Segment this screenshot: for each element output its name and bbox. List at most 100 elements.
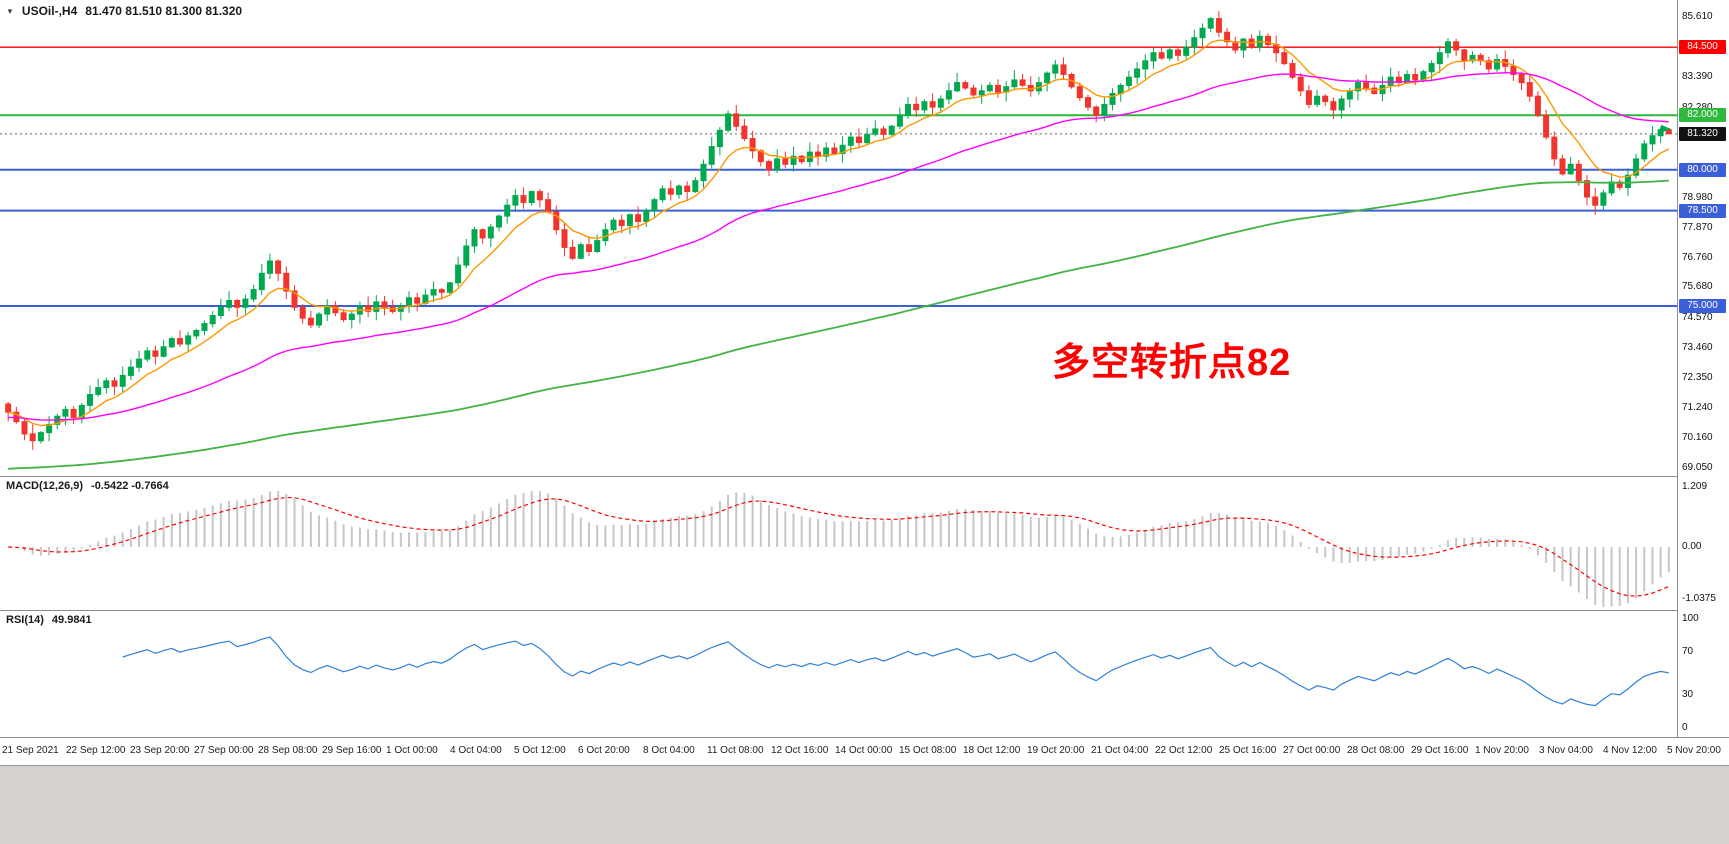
time-axis-label: 22 Oct 12:00 [1155,745,1213,756]
time-axis-label: 4 Nov 12:00 [1603,745,1657,756]
candle-body [250,289,257,300]
rsi-value: 49.9841 [51,614,92,626]
time-axis-label: 6 Oct 20:00 [578,745,630,756]
candle-body [733,113,740,127]
candle-body [193,330,200,337]
rsi-label: RSI(14) [6,614,44,626]
candle-body [741,125,748,139]
price-axis-tick: 71.240 [1682,402,1713,413]
candle-body [913,103,920,111]
time-axis-label: 14 Oct 00:00 [835,745,893,756]
candle-body [307,317,314,326]
candle-body [1559,158,1566,175]
candle-body [1624,174,1631,188]
time-axis-label: 28 Sep 08:00 [258,745,318,756]
candle-body [774,158,781,171]
price-axis[interactable]: 85.610 83.390 82.280 78.980 77.870 76.760 75.6… [1678,0,1729,737]
candle-body [5,403,12,413]
candle-body [119,374,126,387]
macd-label: MACD(12,26,9) [6,480,84,492]
ma-slow-line [8,179,1669,470]
candle-body [659,188,666,201]
price-axis-divider [1677,0,1678,737]
time-axis-label: 28 Oct 08:00 [1347,745,1405,756]
candle-body [504,204,511,217]
candle-body [684,185,691,193]
candle-body [365,305,372,312]
candle-body [553,211,560,231]
time-axis[interactable]: 21 Sep 2021 22 Sep 12:00 23 Sep 20:00 27 Se… [0,738,1729,764]
price-axis-tick: 75.680 [1682,281,1713,292]
time-axis-label: 5 Nov 20:00 [1667,745,1721,756]
price-badge: 84.500 [1679,40,1726,54]
candle-body [888,125,895,135]
candle-body [970,87,977,96]
panel-divider[interactable] [0,610,1729,611]
candle-body [275,260,282,274]
candle-body [1395,76,1402,84]
price-axis-tick: 69.050 [1682,462,1713,473]
candle-body [406,297,412,307]
candle-body [1526,82,1533,97]
macd-axis-tick: 0.00 [1682,541,1702,552]
candle-body [921,101,928,111]
candle-body [1436,52,1443,65]
candle-body [1363,82,1370,89]
candle-body [1412,74,1419,81]
candle-body [856,136,862,144]
candle-body [1453,41,1460,51]
candle-body [839,144,846,155]
candle-body [1183,46,1190,56]
candle-body [1543,114,1550,138]
annotation-text: 多空转折点82 [1052,342,1292,384]
ohlc-values: 81.470 81.510 81.300 81.320 [85,4,243,18]
candle-body [823,147,830,157]
candle-body [1534,95,1541,116]
candle-body [1445,41,1451,54]
time-axis-label: 27 Oct 00:00 [1283,745,1341,756]
candle-body [1494,59,1500,70]
time-axis-label: 12 Oct 16:00 [771,745,829,756]
candle-body [1461,49,1468,62]
price-axis-tick: 77.870 [1682,222,1713,233]
candle-body [594,240,601,253]
candle-body [479,229,486,239]
candle-body [1584,180,1590,198]
rsi-axis-tick: 70 [1682,646,1694,657]
candle-body [1150,52,1157,62]
chart-header: ▼ USOil-,H4 81.470 81.510 81.300 81.320 [6,4,242,18]
candle-body [144,350,151,360]
candle-body [676,185,682,195]
candle-body [766,161,772,171]
price-badge: 78.500 [1679,204,1726,218]
candle-body [1657,129,1664,137]
price-badge: 75.000 [1679,299,1726,313]
symbol-period-label: USOil-,H4 [21,4,78,18]
candle-body [496,215,502,228]
time-axis-label: 19 Oct 20:00 [1027,745,1085,756]
price-axis-tick: 73.460 [1682,342,1713,353]
candle-body [177,338,183,345]
rsi-axis-tick: 100 [1682,613,1699,624]
candle-body [455,264,462,284]
panel-divider[interactable] [0,476,1729,477]
candle-body [512,195,519,206]
candle-body [1191,37,1198,48]
candle-body [1567,163,1574,175]
candle-body [1608,181,1615,194]
candle-body [577,244,584,259]
candle-body [46,423,53,434]
candle-body [1469,54,1476,62]
price-axis-tick: 83.390 [1682,71,1713,82]
symbol-dropdown-icon[interactable]: ▼ [6,6,14,16]
candle-body [905,103,911,116]
candle-body [626,214,633,227]
candle-body [381,301,388,308]
candle-body [528,191,535,204]
candle-body [21,421,28,435]
candle-body [209,315,216,325]
time-axis-label: 11 Oct 08:00 [707,745,764,756]
time-axis-label: 4 Oct 04:00 [450,745,502,756]
